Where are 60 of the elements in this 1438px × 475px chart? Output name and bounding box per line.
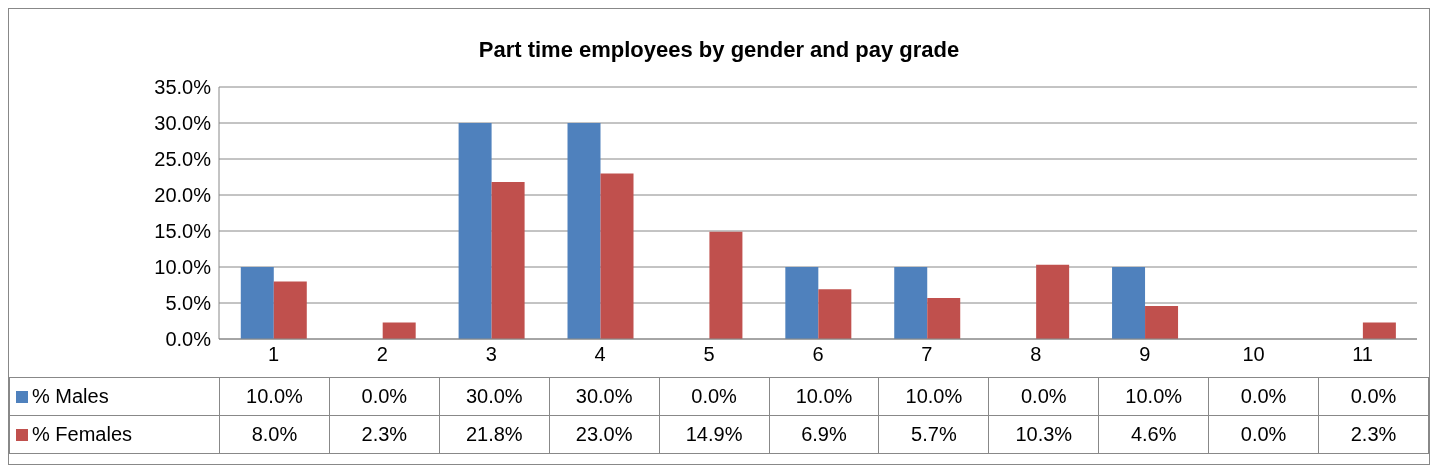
bar	[927, 297, 961, 339]
bar	[894, 267, 928, 339]
y-tick-label: 25.0%	[154, 148, 212, 171]
x-tick-label: 5	[703, 343, 715, 366]
x-tick-label: 3	[485, 343, 497, 366]
data-label: 10.3%	[988, 415, 1099, 454]
bar	[600, 173, 634, 339]
data-label: 6.9%	[769, 415, 879, 454]
data-label: 5.7%	[878, 415, 989, 454]
bar	[240, 267, 274, 339]
x-tick-label: 7	[921, 343, 933, 366]
data-label: 0.0%	[1318, 377, 1429, 416]
bar	[1362, 322, 1396, 339]
x-tick-label: 8	[1030, 343, 1042, 366]
x-tick-label: 6	[812, 343, 824, 366]
data-label: 14.9%	[659, 415, 770, 454]
x-tick-label: 9	[1139, 343, 1151, 366]
bar	[382, 322, 416, 339]
data-label: 10.0%	[769, 377, 879, 416]
y-tick-label: 20.0%	[154, 184, 212, 207]
bar	[567, 123, 601, 339]
data-label: 0.0%	[659, 377, 770, 416]
bar	[1036, 264, 1070, 339]
data-label: 10.0%	[1098, 377, 1209, 416]
data-label: 10.0%	[878, 377, 989, 416]
bar	[1145, 305, 1179, 339]
bar	[491, 182, 525, 339]
chart-title: Part time employees by gender and pay grade	[477, 36, 961, 64]
bar	[709, 231, 743, 339]
data-label: 2.3%	[329, 415, 440, 454]
data-label: 21.8%	[439, 415, 550, 454]
y-tick-label: 10.0%	[154, 256, 212, 279]
x-tick-label: 10	[1242, 343, 1265, 366]
bar	[785, 267, 819, 339]
data-label: 8.0%	[219, 415, 330, 454]
y-tick-label: 15.0%	[154, 220, 212, 243]
y-tick-label: 35.0%	[154, 76, 212, 99]
x-tick-label: 1	[267, 343, 280, 366]
data-label: 23.0%	[549, 415, 660, 454]
data-label: 0.0%	[988, 377, 1099, 416]
bar	[458, 123, 492, 339]
legend-label: % Females	[9, 415, 220, 454]
data-label: 0.0%	[329, 377, 440, 416]
bar	[818, 289, 852, 339]
data-label: 2.3%	[1318, 415, 1429, 454]
x-tick-label: 11	[1352, 343, 1373, 366]
x-tick-label: 4	[594, 343, 606, 366]
x-tick-label: 2	[376, 343, 388, 366]
bar	[1112, 267, 1146, 339]
data-label: 30.0%	[439, 377, 550, 416]
data-label: 30.0%	[549, 377, 660, 416]
bar	[273, 281, 307, 339]
data-label: 4.6%	[1098, 415, 1209, 454]
data-label: 10.0%	[219, 377, 330, 416]
y-tick-label: 5.0%	[165, 292, 212, 315]
y-tick-label: 30.0%	[154, 112, 212, 135]
data-label: 0.0%	[1208, 377, 1319, 416]
y-tick-label: 0.0%	[165, 328, 212, 351]
data-label: 0.0%	[1208, 415, 1319, 454]
legend-label: % Males	[9, 377, 220, 416]
